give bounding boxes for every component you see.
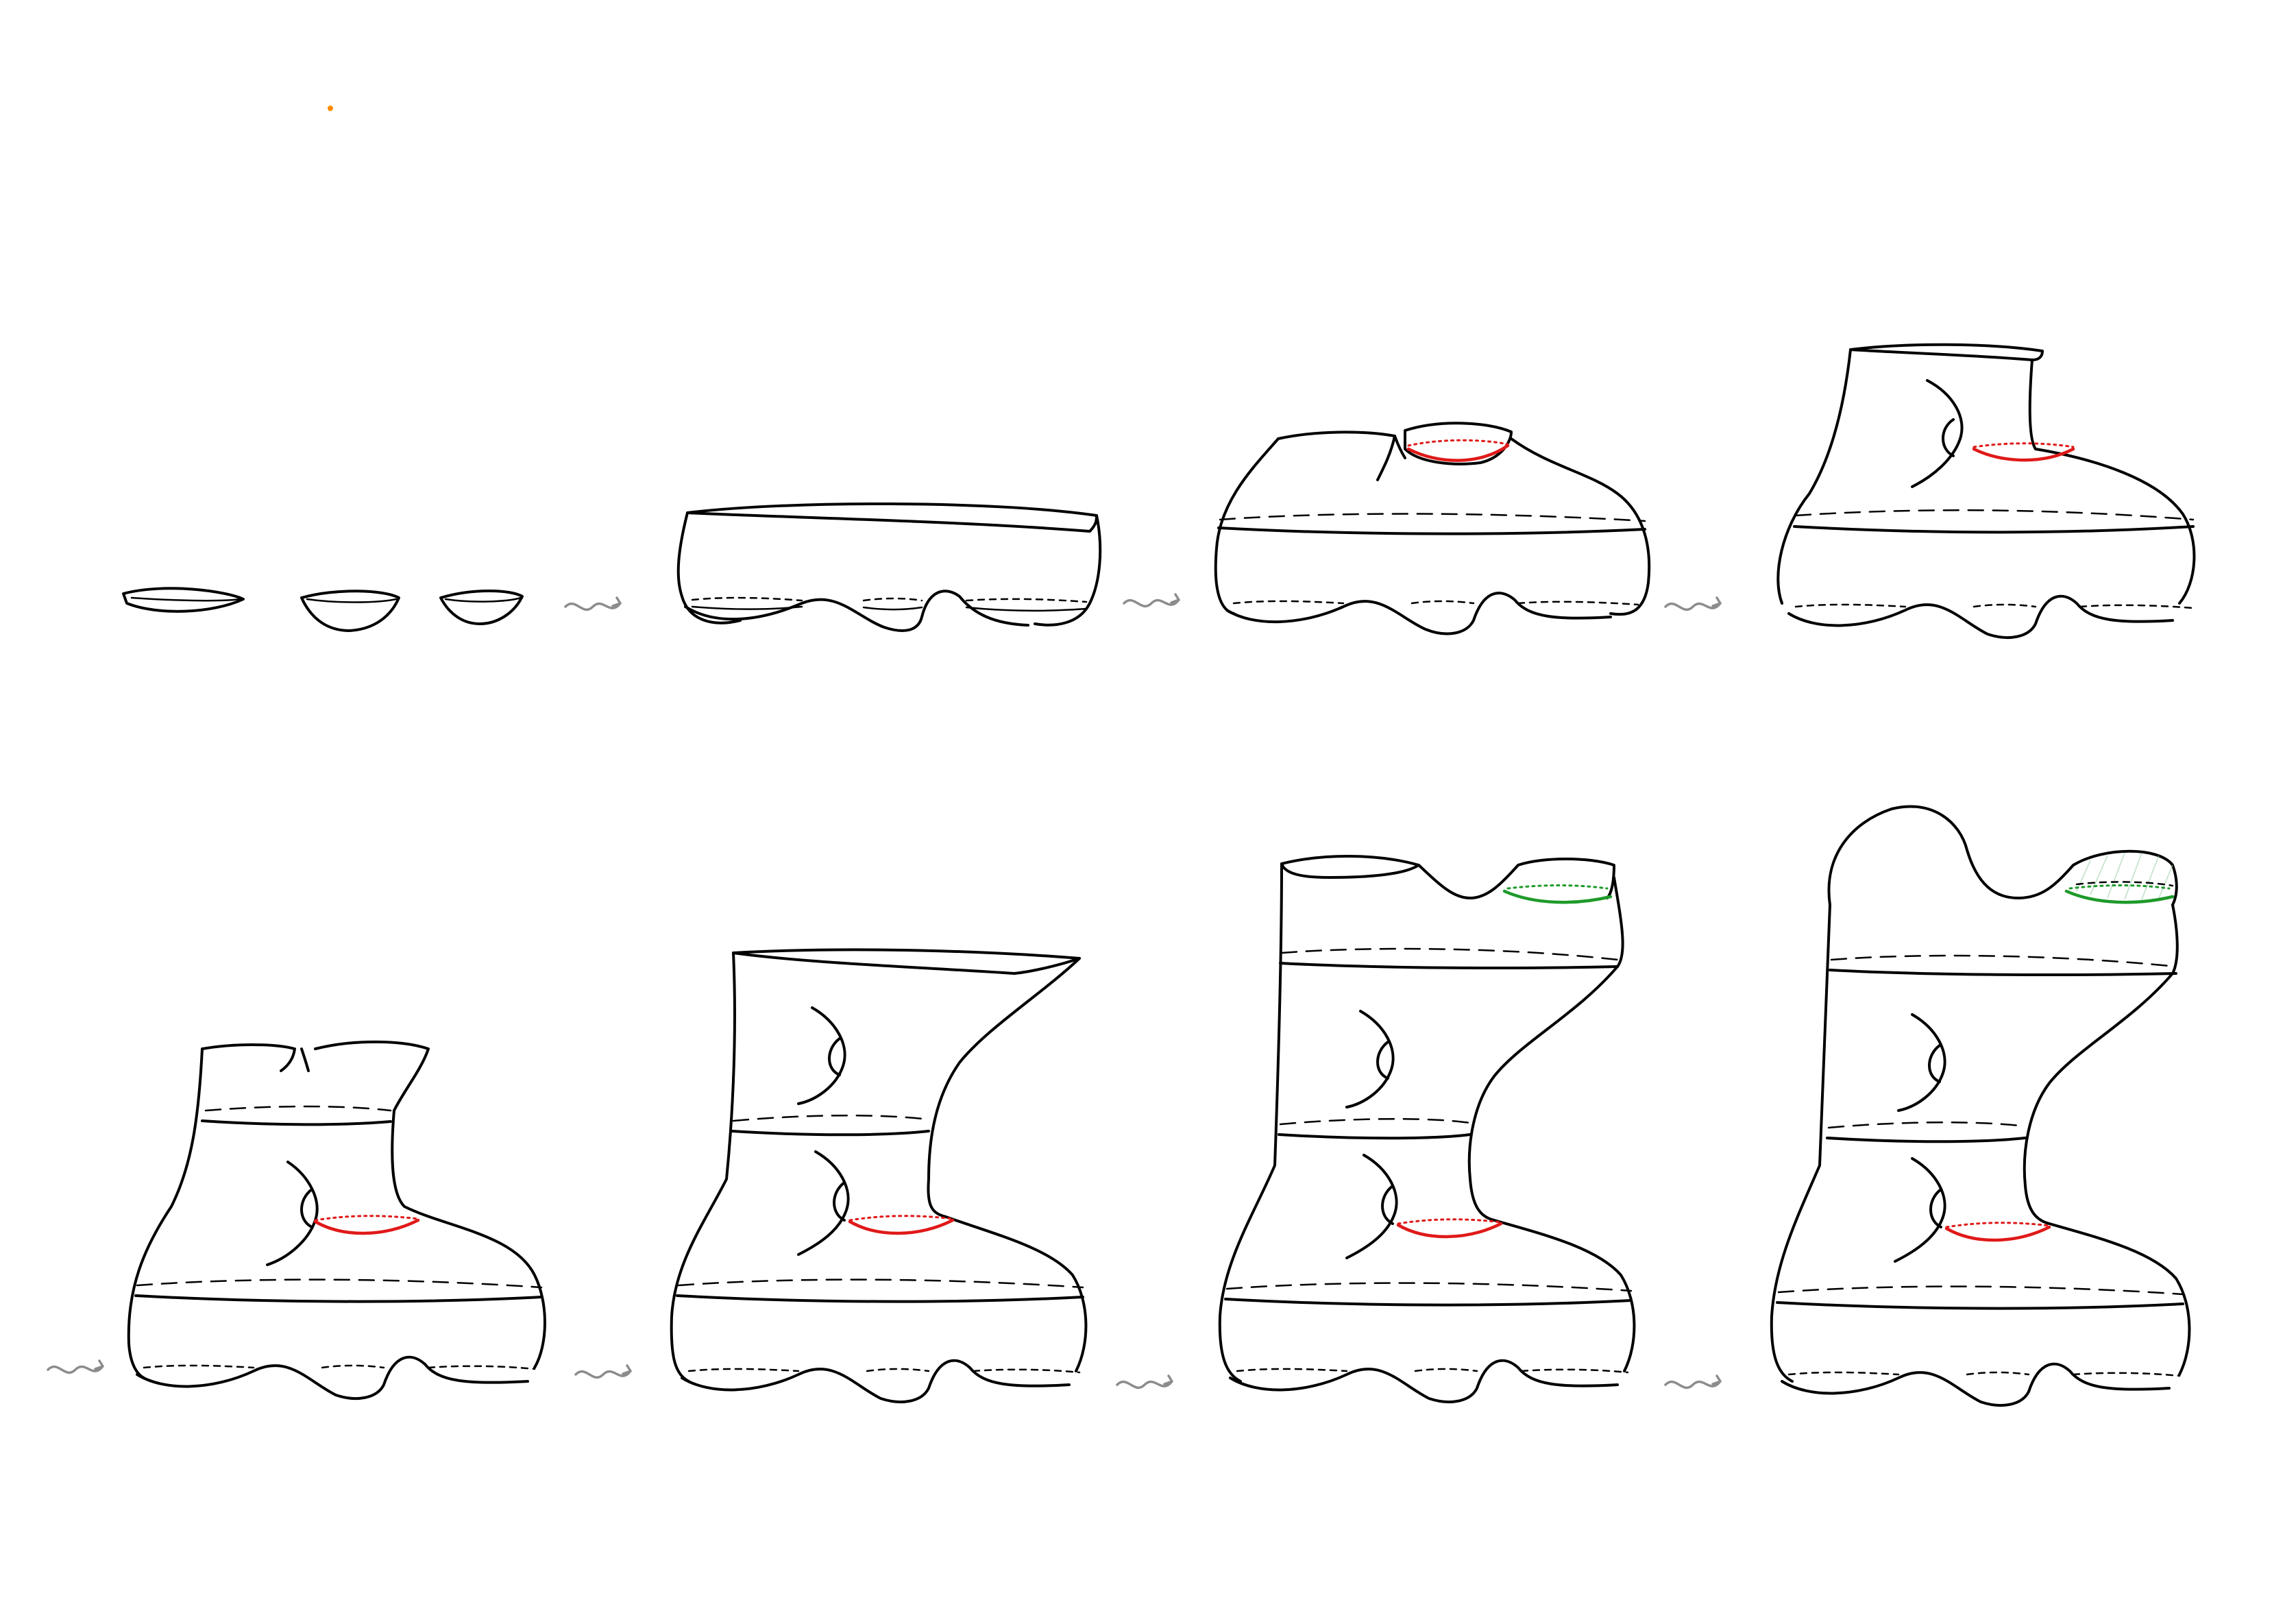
stage-r1-3 (1214, 422, 1651, 635)
stage-r1-4 (1776, 343, 2196, 639)
squiggle-arrow-4 (47, 1359, 104, 1374)
disk-3 (439, 590, 524, 625)
gluing-curve (848, 1218, 955, 1235)
squiggle-arrow-7 (1664, 1374, 1722, 1390)
stage-r1-1 (122, 587, 524, 632)
stage-r2-3 (1218, 855, 1636, 1403)
gluing-curve (1972, 447, 2075, 462)
boundary-disk-hatch (2076, 852, 2173, 900)
stage-r2-4 (1770, 805, 2191, 1407)
gluing-curve (1396, 1222, 1503, 1239)
squiggle-arrow-3 (1664, 596, 1722, 611)
disk-2 (300, 590, 400, 632)
squiggle-arrow-2 (1123, 593, 1180, 608)
squiggle-arrow-5 (574, 1364, 632, 1379)
gluing-curve (313, 1218, 420, 1235)
disk-1 (122, 587, 245, 613)
boundary-curve (1502, 889, 1613, 904)
arrows (47, 593, 1722, 1390)
stage-r2-1 (127, 1040, 546, 1400)
stage-r2-2 (670, 948, 1088, 1403)
stage-r1-2 (676, 502, 1102, 632)
gluing-curve (1944, 1225, 2051, 1242)
boundary-curve (2064, 889, 2175, 904)
squiggle-arrow-1 (564, 596, 622, 611)
gluing-curve (1406, 444, 1510, 462)
squiggle-arrow-6 (1116, 1374, 1173, 1390)
speck-mark (328, 106, 333, 111)
